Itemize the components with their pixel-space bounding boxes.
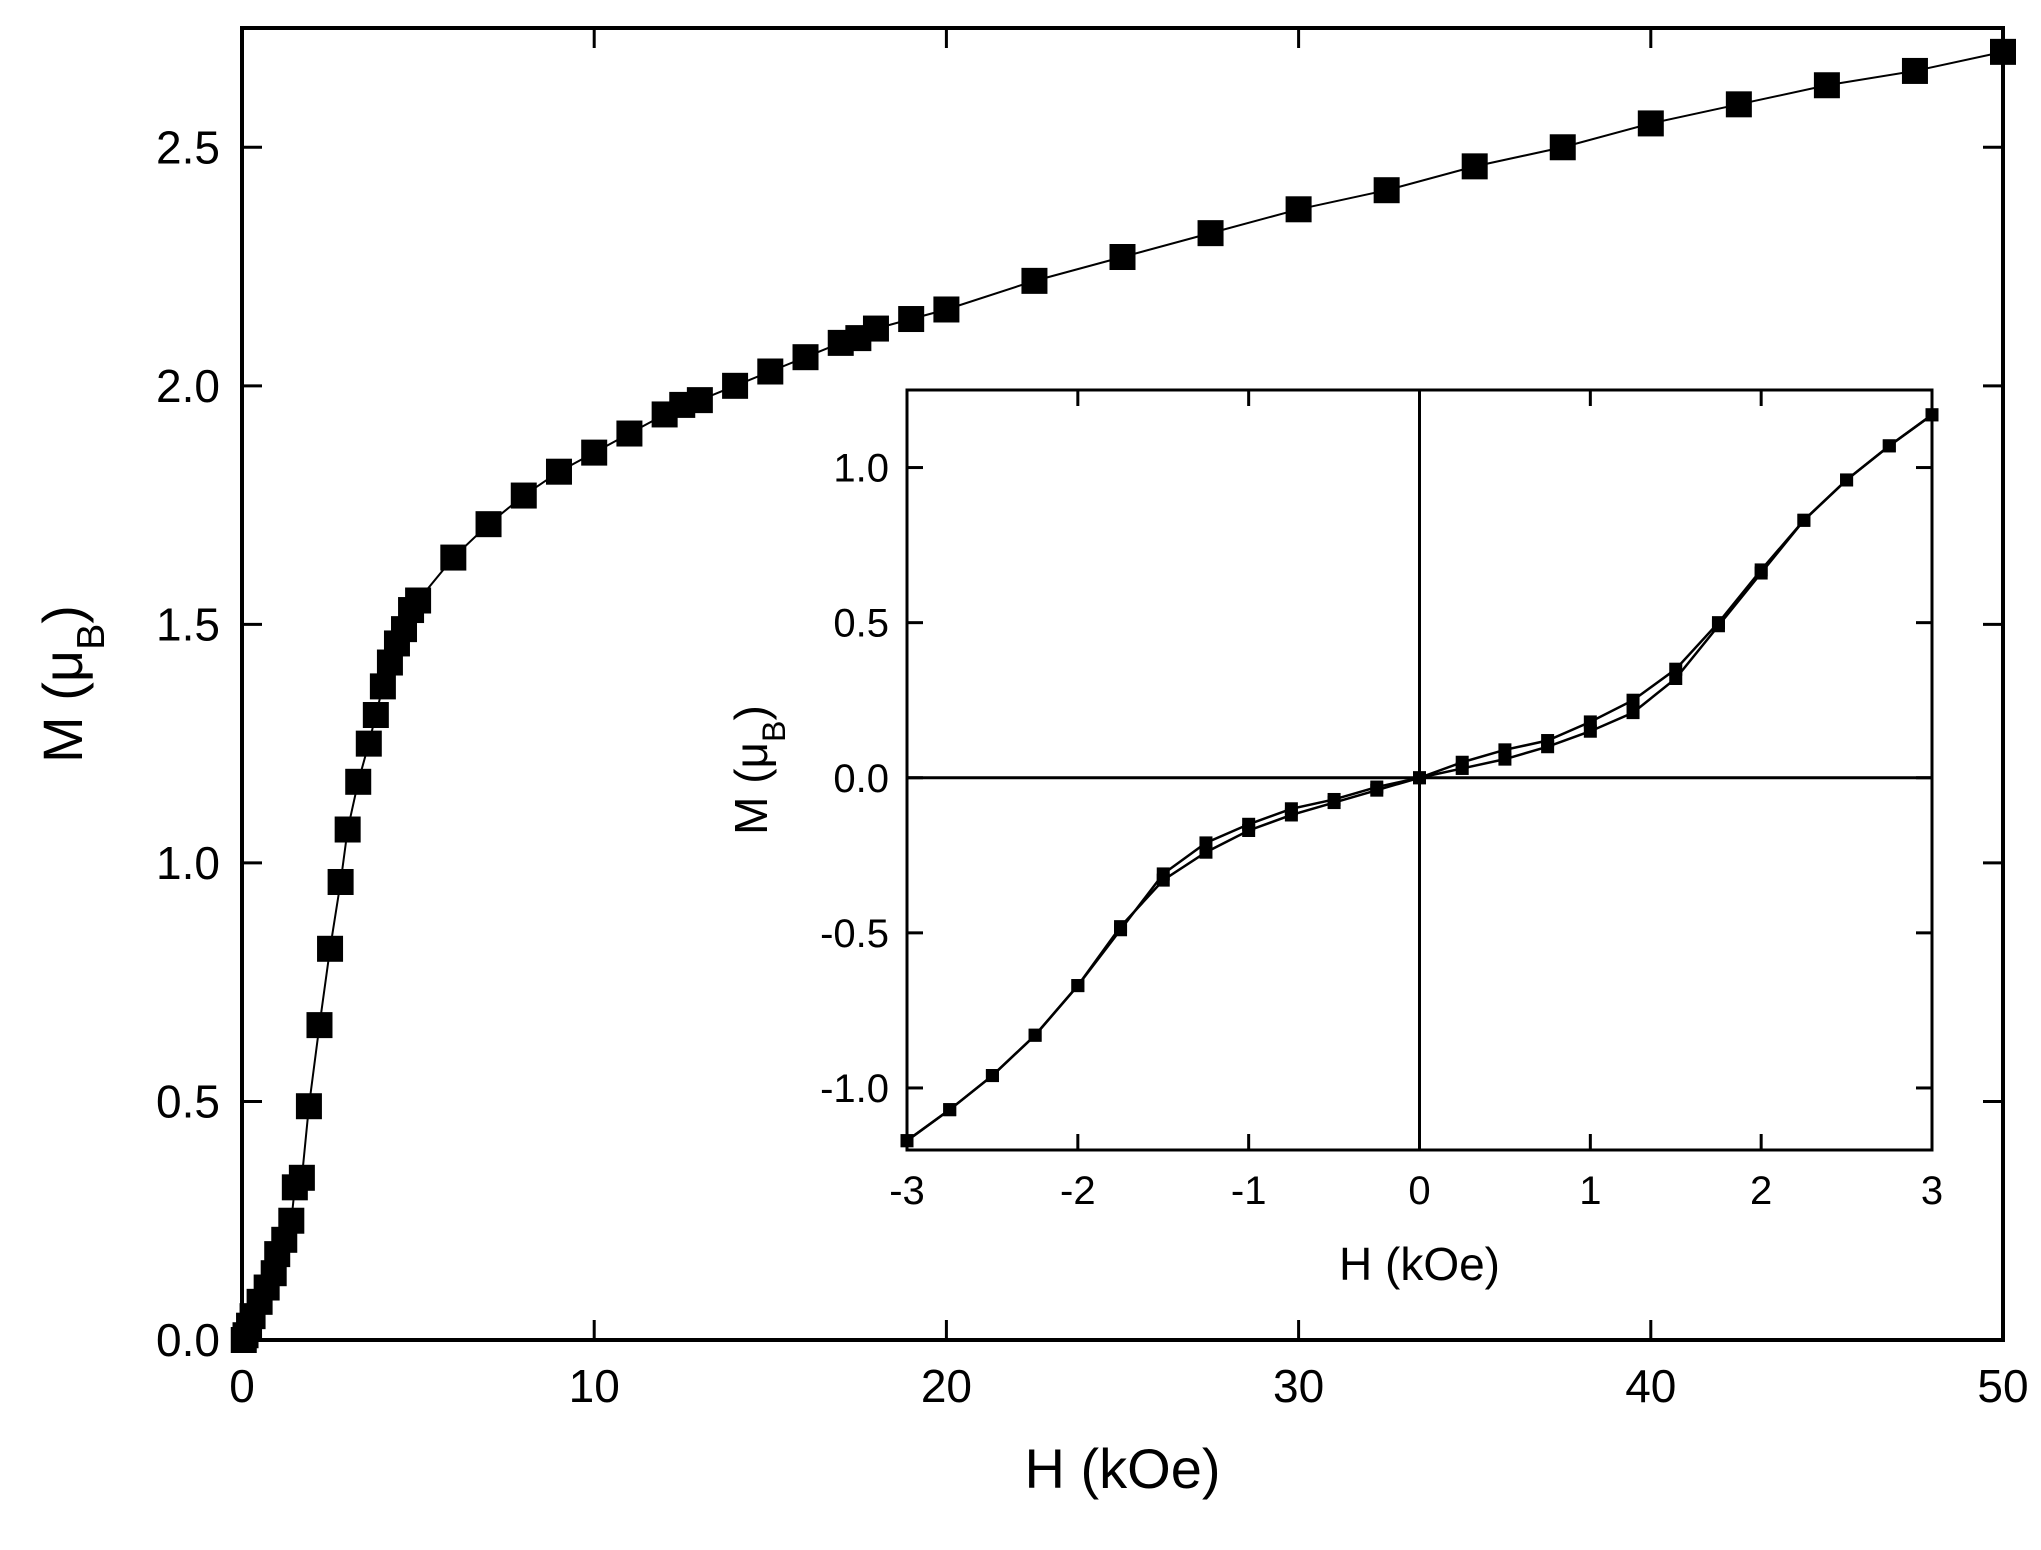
main-series-1-point (288, 1164, 315, 1191)
main-series-1-point (1373, 177, 1400, 204)
main-x-tick-label: 10 (569, 1360, 620, 1412)
main-series-1-point (862, 315, 889, 342)
main-y-axis-title: M (μB) (31, 605, 113, 763)
inset-y-tick-label: 1.0 (833, 447, 889, 491)
main-series-1-point (1285, 196, 1312, 223)
inset-x-tick-label: 2 (1750, 1169, 1772, 1213)
inset-x-tick-label: -2 (1060, 1169, 1096, 1213)
main-series-1-point (306, 1012, 333, 1039)
main-series-1-point (475, 511, 502, 538)
main-series-1-point (369, 673, 396, 700)
main-series-1-point (1197, 220, 1224, 247)
main-series-1-point (362, 702, 389, 729)
inset-series-2-point (1455, 761, 1469, 775)
inset-series-2-point (1028, 1028, 1042, 1042)
inset-series-2-point (1711, 619, 1725, 633)
main-y-tick-label: 2.5 (156, 121, 220, 173)
main-series-1-point (278, 1207, 305, 1234)
main-y-tick-label: 2.0 (156, 360, 220, 412)
main-series-1-point (792, 344, 819, 371)
inset-series-2-point (1840, 473, 1854, 487)
main-series-1-point (757, 358, 784, 385)
inset-series-2-point (1583, 724, 1597, 738)
inset-y-tick-label: 0.0 (833, 757, 889, 801)
main-series-1-point (440, 544, 467, 571)
inset-y-axis-title: M (μB) (725, 705, 792, 835)
inset-y-tick-label: -0.5 (820, 912, 889, 956)
main-x-tick-label: 20 (921, 1360, 972, 1412)
inset-series-2-point (1370, 783, 1384, 797)
inset-series-2-point (1413, 771, 1426, 785)
main-x-axis-title: H (kOe) (1025, 1437, 1221, 1500)
main-series-1-point (686, 387, 713, 414)
inset-series-2-point (1114, 920, 1128, 934)
main-series-1-point (1813, 72, 1840, 99)
main-series-1-point (345, 768, 372, 795)
inset-x-tick-label: -3 (889, 1169, 925, 1213)
inset-series-2-point (1071, 979, 1085, 993)
inset-series-2-point (1242, 823, 1256, 837)
main-series-1-point (1021, 267, 1048, 294)
inset-y-tick-label: 0.5 (833, 602, 889, 646)
main-plot: 0 10 20 30 40 500.00.51.01.52.02.5H (kOe)M (μ… (31, 26, 2029, 1500)
inset-series-2-point (1669, 671, 1683, 685)
main-y-tick-label: 1.5 (156, 598, 220, 650)
main-series-1-point (1990, 38, 2016, 65)
inset-y-tick-label: -1.0 (820, 1067, 889, 1111)
inset-series-2-point (1199, 845, 1213, 859)
main-x-tick-label: 30 (1273, 1360, 1324, 1412)
main-series-1-point (933, 296, 960, 323)
inset-series-2-point (1626, 706, 1640, 720)
main-x-tick-label: 40 (1625, 1360, 1676, 1412)
main-series-1-point (722, 372, 749, 399)
main-series-1-point (1901, 57, 1928, 84)
inset-series-1-point (1626, 693, 1640, 707)
main-series-1-point (405, 587, 432, 614)
main-series-1-point (1725, 91, 1752, 118)
main-series-1-point (1109, 244, 1136, 271)
main-series-1-point (1461, 153, 1488, 180)
inset-series-2-point (1541, 740, 1555, 754)
inset-series-2-point (1284, 808, 1298, 822)
main-x-tick-label: 50 (1977, 1360, 2028, 1412)
main-series-1-point (355, 730, 382, 757)
inset-x-tick-label: 1 (1579, 1169, 1601, 1213)
inset-plot: -3 -2 -1 0 1 2 3 -1.0 -0.5 0.0 0.5 1.0 H (kOe) M (μB) (725, 388, 1943, 1290)
inset-series-2-point (1882, 439, 1896, 453)
inset-series-2-point (1925, 408, 1939, 422)
main-x-tick-label: 0 (229, 1360, 255, 1412)
inset-series-2-point (1156, 873, 1170, 887)
main-series-1-point (616, 420, 643, 447)
main-y-tick-label: 0.5 (156, 1075, 220, 1127)
main-series-1-point (1637, 110, 1664, 137)
inset-series-2-point (985, 1069, 999, 1083)
inset-series-2-point (943, 1103, 957, 1117)
main-series-1-point (545, 458, 572, 485)
inset-x-tick-label: 0 (1408, 1169, 1430, 1213)
inset-x-tick-label: -1 (1231, 1169, 1267, 1213)
inset-series-2-point (1498, 752, 1512, 766)
inset-series-2-point (900, 1134, 914, 1148)
inset-series-2-point (1327, 796, 1341, 810)
main-series-1-point (1549, 134, 1576, 161)
main-series-1-point (334, 816, 361, 843)
main-series-1-point (295, 1093, 322, 1120)
inset-x-axis-title: H (kOe) (1339, 1238, 1500, 1290)
inset-series-2-point (1754, 566, 1768, 580)
main-series-1-point (510, 482, 537, 509)
main-plot-frame (240, 26, 2005, 1342)
main-series-1-point (327, 868, 354, 895)
main-series-1-point (317, 935, 344, 962)
main-y-tick-label: 1.0 (156, 837, 220, 889)
main-y-tick-label: 0.0 (156, 1314, 220, 1366)
inset-series-2-point (1797, 513, 1811, 527)
inset-x-tick-label: 3 (1921, 1169, 1943, 1213)
main-series-1-point (898, 306, 925, 333)
main-series-1-point (581, 439, 608, 466)
